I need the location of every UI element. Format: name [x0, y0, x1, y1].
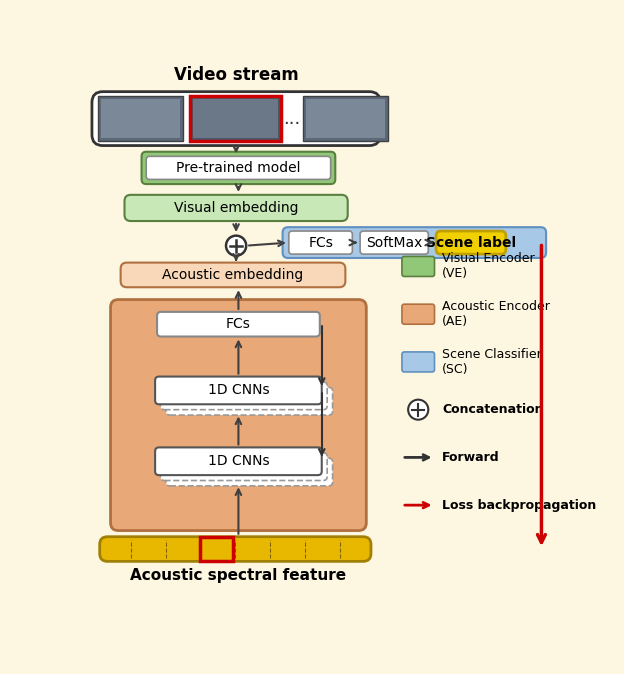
FancyBboxPatch shape — [436, 231, 506, 254]
Text: Forward: Forward — [442, 451, 500, 464]
FancyBboxPatch shape — [146, 156, 331, 179]
Circle shape — [226, 236, 246, 255]
Text: Loss backpropagation: Loss backpropagation — [442, 499, 597, 512]
FancyBboxPatch shape — [160, 382, 327, 410]
FancyBboxPatch shape — [125, 195, 348, 221]
Text: Scene label: Scene label — [426, 236, 516, 249]
Bar — [303, 96, 388, 141]
FancyBboxPatch shape — [92, 92, 380, 146]
Bar — [193, 99, 278, 138]
Bar — [101, 99, 180, 138]
FancyBboxPatch shape — [110, 299, 366, 530]
FancyBboxPatch shape — [166, 458, 333, 486]
Text: Visual embedding: Visual embedding — [174, 201, 298, 215]
FancyBboxPatch shape — [160, 453, 327, 481]
Text: Visual Encoder
(VE): Visual Encoder (VE) — [442, 253, 535, 280]
FancyBboxPatch shape — [402, 304, 434, 324]
Text: FCs: FCs — [308, 236, 333, 249]
FancyBboxPatch shape — [289, 231, 353, 254]
Text: Pre-trained model: Pre-trained model — [176, 161, 301, 175]
Text: Video stream: Video stream — [173, 66, 298, 84]
Bar — [190, 96, 281, 141]
FancyBboxPatch shape — [155, 448, 322, 475]
FancyBboxPatch shape — [157, 312, 319, 336]
FancyBboxPatch shape — [402, 352, 434, 372]
Text: SoftMax: SoftMax — [366, 236, 422, 249]
FancyBboxPatch shape — [283, 227, 546, 258]
Text: Scene Classifier
(SC): Scene Classifier (SC) — [442, 348, 542, 376]
Circle shape — [408, 400, 428, 420]
Text: FCs: FCs — [226, 317, 251, 331]
Bar — [98, 96, 183, 141]
FancyBboxPatch shape — [142, 152, 335, 184]
Text: Concatenation: Concatenation — [442, 403, 544, 416]
Text: Acoustic Encoder
(AE): Acoustic Encoder (AE) — [442, 300, 550, 328]
FancyBboxPatch shape — [155, 377, 322, 404]
Text: Acoustic spectral feature: Acoustic spectral feature — [130, 568, 346, 582]
Text: ...: ... — [283, 110, 301, 127]
FancyBboxPatch shape — [120, 263, 345, 287]
FancyBboxPatch shape — [166, 388, 333, 415]
Text: 1D CNNs: 1D CNNs — [208, 454, 269, 468]
Bar — [306, 99, 385, 138]
FancyBboxPatch shape — [402, 256, 434, 276]
FancyBboxPatch shape — [100, 537, 371, 561]
Text: 1D CNNs: 1D CNNs — [208, 384, 269, 398]
FancyBboxPatch shape — [360, 231, 428, 254]
Bar — [200, 537, 233, 561]
Text: Acoustic embedding: Acoustic embedding — [162, 268, 304, 282]
